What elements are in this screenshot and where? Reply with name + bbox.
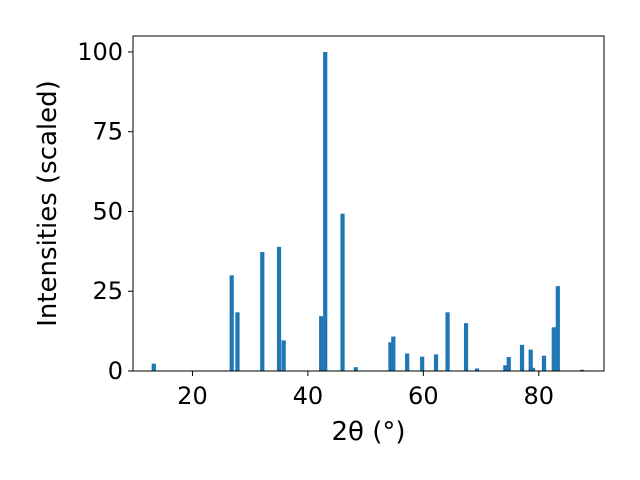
bar-9 xyxy=(353,367,358,371)
x-tick-label-1: 40 xyxy=(293,382,324,410)
y-tick-label-3: 75 xyxy=(92,118,123,146)
bar-8 xyxy=(340,213,345,371)
bar-13 xyxy=(420,356,425,371)
y-tick-label-2: 50 xyxy=(92,197,123,225)
y-axis-label: Intensities (scaled) xyxy=(33,80,63,327)
plot-area-frame xyxy=(132,35,605,372)
bar-17 xyxy=(474,368,480,371)
x-axis-label: 2θ (°) xyxy=(331,417,405,447)
x-tick-label-0: 20 xyxy=(177,382,208,410)
bar-1 xyxy=(229,275,234,371)
bar-5 xyxy=(281,340,286,371)
ticks-layer: 20 40 60 80 0 25 50 75 100 xyxy=(77,38,554,410)
y-tick-label-0: 0 xyxy=(108,357,123,385)
plot-area-background xyxy=(133,36,604,371)
bar-18 xyxy=(503,365,508,371)
x-tick-label-2: 60 xyxy=(408,382,439,410)
bar-7 xyxy=(323,51,328,371)
bar-23 xyxy=(541,355,547,371)
bar-6 xyxy=(319,316,324,371)
bar-12 xyxy=(405,353,410,371)
bar-2 xyxy=(235,312,240,371)
bar-14 xyxy=(433,354,439,371)
x-tick-label-3: 80 xyxy=(524,382,555,410)
bar-15 xyxy=(445,312,450,371)
bar-19 xyxy=(506,356,511,371)
bar-10 xyxy=(388,342,393,371)
bar-22 xyxy=(530,367,536,371)
bar-4 xyxy=(276,246,282,371)
y-tick-label-1: 25 xyxy=(92,277,123,305)
bar-26 xyxy=(579,369,585,371)
bar-25 xyxy=(555,286,560,371)
bar-24 xyxy=(551,327,556,371)
bar-20 xyxy=(519,344,525,371)
bar-3 xyxy=(260,252,265,371)
bar-16 xyxy=(463,323,469,371)
y-tick-label-4: 100 xyxy=(77,38,123,66)
bar-21 xyxy=(528,349,533,371)
bar-0 xyxy=(151,363,156,371)
bars-layer xyxy=(151,51,585,371)
bar-11 xyxy=(391,336,396,371)
